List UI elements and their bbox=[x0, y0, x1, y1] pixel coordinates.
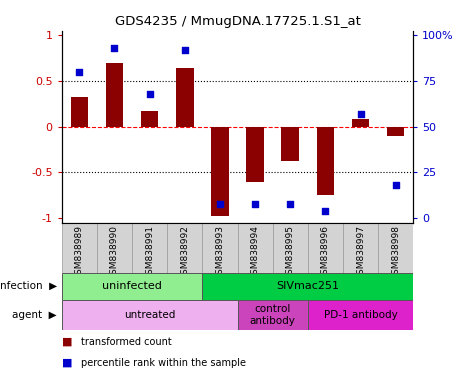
Bar bbox=[71, 96, 88, 127]
Point bbox=[392, 182, 399, 188]
Point bbox=[111, 45, 118, 51]
Text: percentile rank within the sample: percentile rank within the sample bbox=[81, 358, 246, 368]
Text: GSM838990: GSM838990 bbox=[110, 225, 119, 280]
Text: transformed count: transformed count bbox=[81, 337, 171, 347]
Text: GSM838995: GSM838995 bbox=[286, 225, 294, 280]
Text: SIVmac251: SIVmac251 bbox=[276, 281, 339, 291]
Text: ■: ■ bbox=[62, 358, 72, 368]
Bar bbox=[132, 223, 167, 273]
Text: agent  ▶: agent ▶ bbox=[12, 310, 57, 320]
Text: ■: ■ bbox=[62, 337, 72, 347]
Point bbox=[76, 69, 83, 75]
Bar bbox=[97, 223, 132, 273]
Bar bbox=[202, 273, 413, 300]
Bar bbox=[141, 111, 158, 127]
Text: GSM838994: GSM838994 bbox=[251, 225, 259, 280]
Text: untreated: untreated bbox=[124, 310, 175, 320]
Bar bbox=[316, 127, 334, 195]
Bar bbox=[176, 68, 194, 127]
Bar bbox=[273, 223, 308, 273]
Text: PD-1 antibody: PD-1 antibody bbox=[323, 310, 398, 320]
Text: GSM838993: GSM838993 bbox=[216, 225, 224, 280]
Text: GSM838991: GSM838991 bbox=[145, 225, 154, 280]
Bar bbox=[308, 223, 343, 273]
Bar bbox=[238, 223, 273, 273]
Bar bbox=[387, 127, 404, 136]
Point bbox=[251, 200, 259, 207]
Title: GDS4235 / MmugDNA.17725.1.S1_at: GDS4235 / MmugDNA.17725.1.S1_at bbox=[114, 15, 361, 28]
Text: GSM838997: GSM838997 bbox=[356, 225, 365, 280]
Point bbox=[181, 47, 189, 53]
Text: GSM838992: GSM838992 bbox=[180, 225, 189, 280]
Bar bbox=[308, 300, 413, 330]
Bar bbox=[247, 127, 264, 182]
Point bbox=[216, 200, 224, 207]
Bar bbox=[62, 300, 238, 330]
Bar bbox=[238, 300, 308, 330]
Bar bbox=[105, 63, 124, 127]
Bar bbox=[211, 127, 228, 216]
Bar bbox=[62, 223, 97, 273]
Point bbox=[286, 200, 294, 207]
Bar bbox=[62, 273, 202, 300]
Bar bbox=[202, 223, 238, 273]
Bar bbox=[343, 223, 378, 273]
Text: GSM838996: GSM838996 bbox=[321, 225, 330, 280]
Text: GSM838998: GSM838998 bbox=[391, 225, 400, 280]
Text: infection  ▶: infection ▶ bbox=[0, 281, 57, 291]
Point bbox=[146, 91, 153, 97]
Bar bbox=[167, 223, 202, 273]
Text: GSM838989: GSM838989 bbox=[75, 225, 84, 280]
Point bbox=[322, 208, 329, 214]
Bar bbox=[281, 127, 299, 161]
Text: control
antibody: control antibody bbox=[250, 304, 295, 326]
Bar bbox=[352, 119, 369, 127]
Point bbox=[357, 111, 364, 117]
Bar bbox=[378, 223, 413, 273]
Text: uninfected: uninfected bbox=[102, 281, 162, 291]
